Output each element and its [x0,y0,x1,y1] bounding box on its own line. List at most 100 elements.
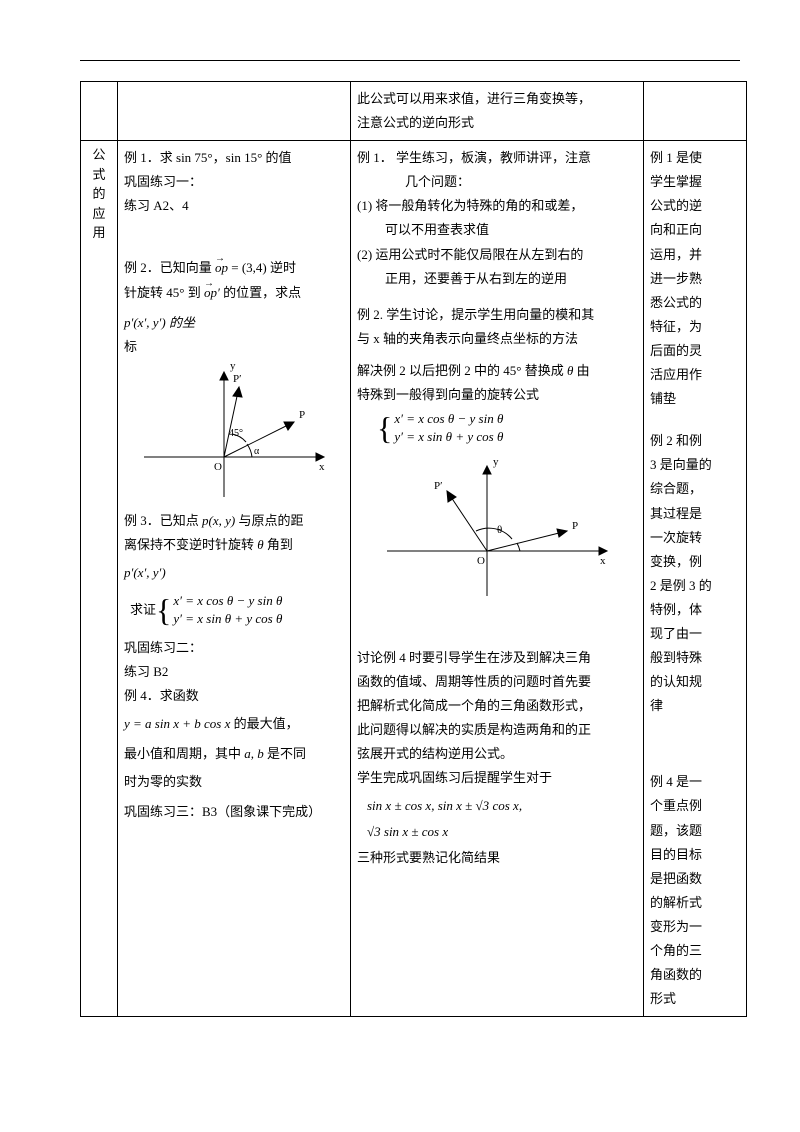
c-p1: 进一步熟 [650,268,740,290]
table-row: 公 式 的 应 用 例 1．求 sin 75°，sin 15° 的值 巩固练习一… [81,141,747,1017]
rotation-diagram-theta: P P′ y x O θ [372,451,622,601]
math: 45° [166,285,184,300]
label-x: x [319,461,325,473]
b-e1-l1: 例 1． 学生练习，板演，教师讲评，注意 [357,147,637,169]
label-45: 45° [229,428,243,439]
example-2-l1: 例 2．已知向量 →op = (3,4) 逆时 [124,257,344,279]
label-y: y [493,456,499,468]
math: sin 75° [176,150,213,165]
label-O: O [214,461,222,473]
label-P: P [299,409,305,421]
expr-2: √3 sin x ± cos x [367,821,637,843]
label-Pprime: P′ [233,373,242,385]
b-e2-l2: 与 x 轴的夹角表示向量终点坐标的方法 [357,328,637,350]
label-P: P [572,520,578,532]
c-p1: 向和正向 [650,219,740,241]
text: ， [213,150,226,165]
cell-b0: 此公式可以用来求值，进行三角变换等， 注意公式的逆向形式 [351,82,644,141]
example-4-c: 最小值和周期，其中 a, b 是不同 [124,743,344,765]
c-p3: 形式 [650,988,740,1010]
practice-2b: 练习 B2 [124,661,344,683]
cell-design-intent: 例 1 是使 学生掌握 公式的逆 向和正向 运用，并 进一步熟 悉公式的 特征，… [644,141,747,1017]
example-2-l4: 标 [124,336,344,358]
b-e4-l2: 函数的值域、周期等性质的问题时首先要 [357,671,637,693]
b-e2-l1: 例 2. 学生讨论，提示学生用向量的模和其 [357,304,637,326]
text: 注意公式的逆向形式 [357,112,637,134]
text: 针旋转 [124,285,166,300]
cell-label-empty [81,82,118,141]
c-p1: 后面的灵 [650,340,740,362]
b-e1-l3: (2) 运用公式时不能仅局限在从左到右的 [357,244,637,266]
b-e1-l2: (1) 将一般角转化为特殊的角的和或差， [357,195,637,217]
c-p2: 现了由一 [650,623,740,645]
b-e4-l4: 此问题得以解决的实质是构造两角和的正 [357,719,637,741]
formula: x′ = x cos θ − y sin θ [394,410,503,428]
practice-1a: 巩固练习一： [124,171,344,193]
page: 此公式可以用来求值，进行三角变换等， 注意公式的逆向形式 公 式 的 应 用 例… [0,0,800,1132]
label-Pprime: P′ [434,480,443,492]
example-1: 例 1．求 sin 75°，sin 15° 的值 [124,147,344,169]
c-p1: 悉公式的 [650,292,740,314]
c-p3: 目的目标 [650,844,740,866]
b-e4-l3: 把解析式化简成一个角的三角函数形式， [357,695,637,717]
c-p2: 变换，例 [650,551,740,573]
c-p2: 律 [650,695,740,717]
c-p3: 的解析式 [650,892,740,914]
c-p2: 特例，体 [650,599,740,621]
text: 例 3．已知点 [124,513,202,528]
text: 解决例 2 以后把例 2 中的 [357,363,503,378]
text: 与原点的距 [235,513,303,528]
b-e4-l1: 讨论例 4 时要引导学生在涉及到解决三角 [357,647,637,669]
c-p1: 活应用作 [650,364,740,386]
formula: y′ = x sin θ + y cos θ [394,428,503,446]
c-p3: 个角的三 [650,940,740,962]
expr-1: sin x ± cos x, sin x ± √3 cos x, [367,795,637,817]
top-rule [80,60,740,61]
text: 的位置，求点 [220,285,301,300]
text: 是不同 [264,746,306,761]
cell-c0 [644,82,747,141]
math: sin 15° [226,150,263,165]
text: 由 [573,363,589,378]
math: p′(x′, y′) [124,565,166,580]
c-p2: 3 是向量的 [650,454,740,476]
cell-a0 [118,82,351,141]
cell-section-label: 公 式 的 应 用 [81,141,118,1017]
label-alpha: α [254,446,260,457]
b-e2-l3: 解决例 2 以后把例 2 中的 45° 替换成 θ 由 [357,360,637,382]
vector-op-prime: →op′ [204,285,220,300]
text: 到 [184,285,204,300]
label-char: 应 [87,204,111,224]
math: a, b [244,746,264,761]
text: 的值 [262,150,291,165]
c-p1: 特征，为 [650,316,740,338]
practice-1b: 练习 A2、4 [124,195,344,217]
math: = (3,4) [228,260,267,275]
c-p3: 角函数的 [650,964,740,986]
c-p3: 个重点例 [650,795,740,817]
c-p1: 运用，并 [650,244,740,266]
rotation-diagram-45: P P′ y x O 45° α [134,362,334,502]
c-p3: 题，该题 [650,820,740,842]
example-3-l2: 离保持不变逆时针旋转 θ 角到 [124,534,344,556]
text: 求证 [130,599,156,621]
table-row: 此公式可以用来求值，进行三角变换等， 注意公式的逆向形式 [81,82,747,141]
c-p1: 例 1 是使 [650,147,740,169]
b-e1-l2b: 可以不用查表求值 [385,219,637,241]
cell-teacher-activity: 例 1． 学生练习，板演，教师讲评，注意 几个问题： (1) 将一般角转化为特殊… [351,141,644,1017]
b-e2-l4: 特殊到一般得到向量的旋转公式 [357,384,637,406]
label-y: y [230,362,236,372]
example-3-l3: p′(x′, y′) [124,562,344,584]
label-char: 用 [87,223,111,243]
example-2-l3: p′(x′, y′) 的坐 [124,312,344,334]
b-e4-l5: 弦展开式的结构逆用公式。 [357,743,637,765]
c-p1: 公式的逆 [650,195,740,217]
text: 此公式可以用来求值，进行三角变换等， [357,88,637,110]
label-char: 式 [87,165,111,185]
example-2-l2: 针旋转 45° 到 →op′ 的位置，求点 [124,282,344,304]
label-O: O [477,555,485,567]
c-p3: 变形为一 [650,916,740,938]
c-p1: 学生掌握 [650,171,740,193]
example-3-l1: 例 3．已知点 p(x, y) 与原点的距 [124,510,344,532]
label-char: 的 [87,184,111,204]
